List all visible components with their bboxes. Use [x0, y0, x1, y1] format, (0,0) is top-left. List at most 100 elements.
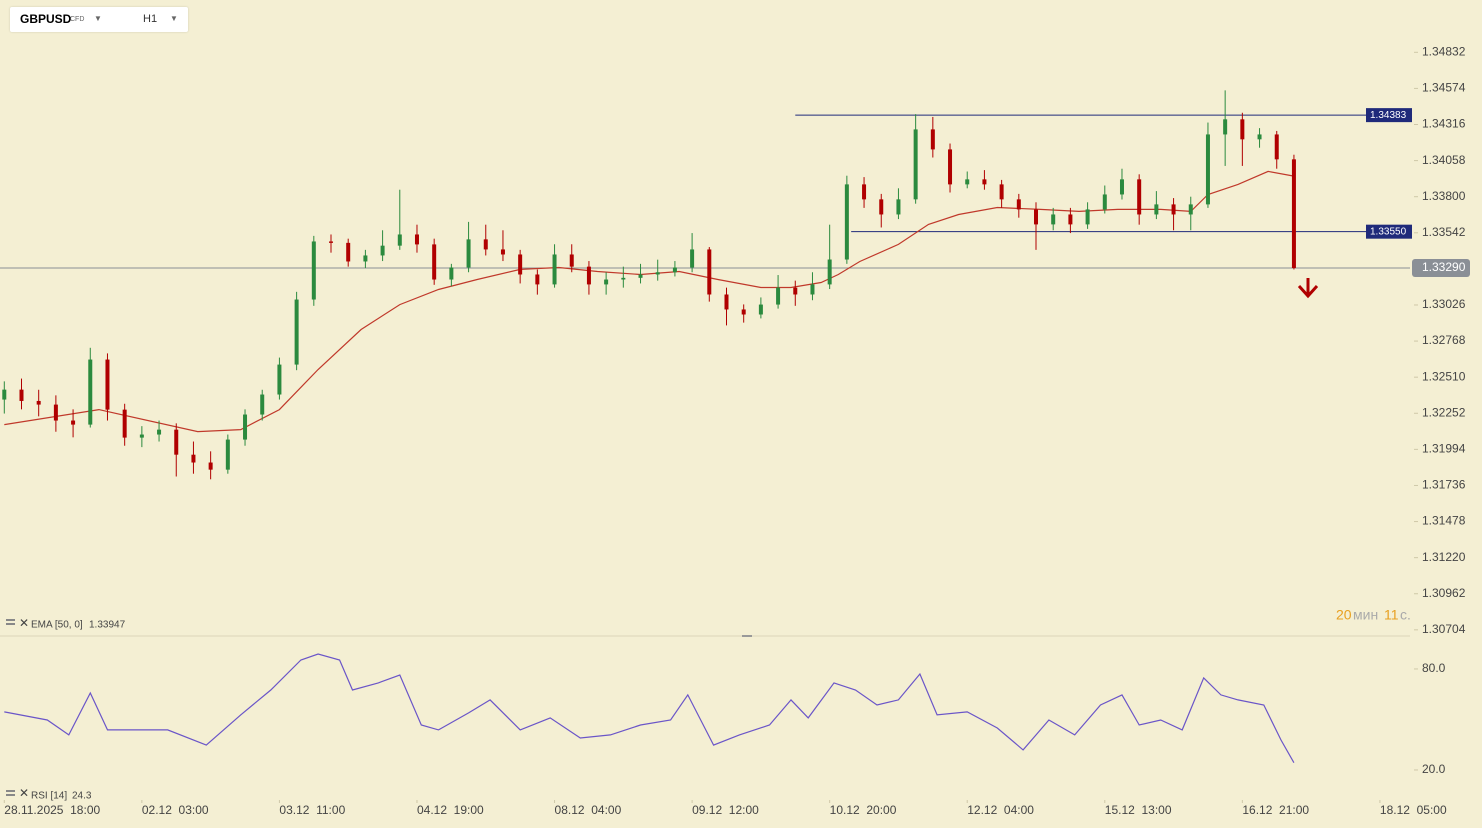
- candle-body: [1223, 119, 1228, 135]
- timer-seconds: 11: [1384, 607, 1399, 623]
- rsi-label: RSI [14]: [31, 791, 67, 802]
- candle-body: [896, 199, 901, 215]
- candle-body: [604, 279, 609, 285]
- candle-body: [655, 272, 660, 275]
- candle-body: [363, 255, 368, 262]
- candle-body: [1188, 204, 1193, 215]
- y-tick-label: 1.34832: [1422, 44, 1466, 58]
- candle-body: [449, 267, 454, 280]
- candle-body: [277, 364, 282, 395]
- rsi-line: [4, 653, 1295, 763]
- y-tick-label: 1.32252: [1422, 405, 1466, 419]
- y-tick-label: 1.31994: [1422, 442, 1466, 456]
- candle-body: [827, 259, 832, 285]
- candle-body: [191, 454, 196, 463]
- level-label: 1.34383: [1370, 110, 1407, 121]
- icon: [6, 794, 15, 796]
- candle-body: [1051, 214, 1056, 225]
- y-tick-label: 1.31478: [1422, 514, 1466, 528]
- y-tick-label: 1.34574: [1422, 81, 1466, 95]
- candle-body: [483, 239, 488, 250]
- y-tick-label: 1.30962: [1422, 586, 1466, 600]
- y-tick-label: 1.32768: [1422, 333, 1466, 347]
- candle-body: [397, 234, 402, 246]
- candle-body: [879, 199, 884, 215]
- icon: [6, 619, 15, 621]
- indicator-rsi-legend: ✕ RSI [14] 24.3: [6, 786, 92, 802]
- indicator-ema-legend: ✕ EMA [50, 0] 1.33947: [6, 616, 126, 631]
- candle-body: [71, 420, 76, 425]
- dropdown-arrow[interactable]: ▼: [94, 14, 102, 23]
- y-tick-label: 1.34058: [1422, 153, 1466, 167]
- candle-body: [999, 184, 1004, 200]
- candle-body: [518, 254, 523, 275]
- candle-body: [466, 239, 471, 268]
- x-tick-label: 04.12 19:00: [417, 803, 484, 817]
- rsi-value: 24.3: [72, 791, 92, 802]
- close-icon[interactable]: ✕: [19, 786, 29, 800]
- timer-seconds-unit: с.: [1400, 607, 1411, 623]
- candle-body: [552, 254, 557, 285]
- dropdown-arrow[interactable]: ▼: [170, 14, 178, 23]
- candle-body: [1085, 209, 1090, 225]
- y-tick-label: 1.31736: [1422, 478, 1466, 492]
- y-tick-label: 1.34316: [1422, 117, 1466, 131]
- icon: [6, 790, 15, 792]
- candle-body: [569, 254, 574, 267]
- x-tick-label: 16.12 21:00: [1242, 803, 1309, 817]
- y-tick-label: 1.32510: [1422, 369, 1466, 383]
- level-tag: [1366, 108, 1412, 123]
- candle-body: [105, 359, 110, 410]
- ema-value: 1.33947: [89, 620, 126, 631]
- icon: [6, 623, 15, 625]
- candle-body: [586, 266, 591, 285]
- symbol-selector[interactable]: GBPUSD CFD ▼ H1 ▼: [10, 7, 188, 32]
- candle-body: [690, 249, 695, 268]
- symbol: GBPUSD: [20, 12, 72, 26]
- candle-body: [414, 234, 419, 245]
- close-icon[interactable]: ✕: [19, 616, 29, 630]
- y-tick-label: 1.33542: [1422, 225, 1466, 239]
- candle-body: [621, 277, 626, 280]
- candle-body: [1016, 199, 1021, 210]
- level-tag: [1366, 224, 1412, 239]
- candle-body: [965, 179, 970, 185]
- candle-body: [776, 287, 781, 305]
- candle-body: [53, 404, 58, 421]
- timer-minutes-unit: мин: [1353, 607, 1378, 623]
- timeframe: H1: [143, 13, 158, 25]
- candle-body: [793, 287, 798, 295]
- rsi-tick-label: 80.0: [1422, 661, 1446, 675]
- x-tick-label: 08.12 04:00: [555, 803, 622, 817]
- timer-minutes: 20: [1336, 607, 1352, 623]
- current-price-label: 1.33290: [1422, 260, 1466, 274]
- candle-body: [862, 184, 867, 200]
- candle-body: [672, 267, 677, 273]
- candle-body: [810, 284, 815, 295]
- rsi-tick-label: 20.0: [1422, 762, 1446, 776]
- candle-body: [1102, 194, 1107, 210]
- candle-body: [1240, 119, 1245, 140]
- candle-body: [913, 129, 918, 200]
- y-tick-label: 1.31220: [1422, 550, 1466, 564]
- candle-body: [982, 179, 987, 185]
- level-label: 1.33550: [1370, 226, 1407, 237]
- candle-body: [139, 434, 144, 438]
- x-tick-label: 03.12 11:00: [279, 803, 345, 817]
- x-tick-label: 18.12 05:00: [1380, 803, 1447, 817]
- candle-body: [19, 389, 24, 401]
- candle-body: [36, 400, 41, 405]
- candle-body: [1137, 179, 1142, 215]
- candle-body: [930, 129, 935, 150]
- candle-body: [88, 359, 93, 425]
- candle-body: [1171, 204, 1176, 215]
- candle-body: [638, 274, 643, 278]
- y-tick-label: 1.33800: [1422, 189, 1466, 203]
- candle-body: [380, 245, 385, 256]
- candle-body: [1274, 134, 1279, 160]
- candle-body: [174, 429, 179, 455]
- candle-body: [948, 149, 953, 185]
- candle-body: [260, 394, 265, 415]
- x-tick-label: 09.12 12:00: [692, 803, 759, 817]
